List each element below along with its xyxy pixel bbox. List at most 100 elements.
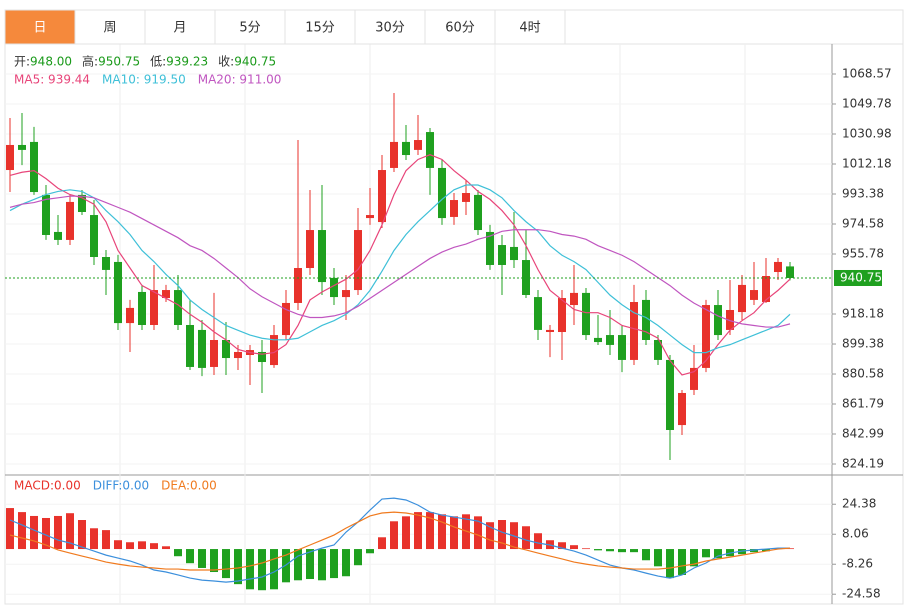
tab-label[interactable]: 30分	[375, 21, 405, 36]
macd-bar	[318, 549, 326, 581]
y-tick-label: 24.38	[842, 497, 876, 511]
tab-label[interactable]: 15分	[305, 21, 335, 36]
info-value: 940.75	[234, 55, 276, 69]
macd-bar	[186, 549, 194, 564]
macd-bar	[138, 541, 146, 550]
candle-body	[78, 194, 86, 212]
macd-bar	[150, 543, 158, 550]
candle-body	[174, 290, 182, 325]
tab[interactable]	[354, 9, 426, 45]
y-tick-label: 993.38	[842, 186, 884, 200]
macd-bar	[390, 521, 398, 550]
macd-bar	[198, 549, 206, 568]
candle-body	[678, 392, 686, 426]
candle-body	[534, 297, 542, 330]
macd-bar	[558, 542, 566, 550]
macd-bar	[306, 549, 314, 580]
candle-body	[786, 266, 794, 278]
y-tick-label: 1012.18	[842, 156, 892, 170]
y-tick-label: -24.58	[842, 587, 881, 601]
y-tick-label: -8.26	[842, 557, 873, 571]
macd-bar	[486, 522, 494, 550]
macd-bar	[54, 515, 62, 550]
candle-body	[510, 246, 518, 261]
legend-entry: DEA:0.00	[161, 479, 217, 493]
info-label: 低:	[150, 55, 166, 69]
macd-bar	[174, 549, 182, 557]
macd-bar	[222, 549, 230, 579]
candle-body	[354, 230, 362, 291]
tab[interactable]	[424, 9, 496, 45]
tab-label[interactable]: 4时	[519, 21, 540, 36]
candle-body	[426, 132, 434, 168]
candle-body	[750, 290, 758, 300]
macd-bar	[30, 515, 38, 550]
macd-bar	[246, 549, 254, 590]
tab[interactable]	[144, 9, 216, 45]
candle-body	[666, 359, 674, 431]
candle-body	[582, 292, 590, 336]
candle-body	[150, 290, 158, 325]
candle-body	[774, 261, 782, 273]
candle-body	[606, 335, 614, 345]
macd-bar	[66, 513, 74, 550]
candle-body	[438, 167, 446, 219]
macd-bar	[438, 514, 446, 550]
tab-label[interactable]: 月	[173, 21, 186, 36]
macd-bar	[762, 549, 770, 552]
y-tick-label: 824.19	[842, 457, 884, 471]
tab-label[interactable]: 周	[103, 21, 116, 36]
macd-bar	[342, 549, 350, 577]
y-tick-label: 1030.98	[842, 126, 892, 140]
candle-body	[30, 141, 38, 193]
info-value: 948.00	[30, 55, 72, 69]
y-tick-label: 1068.57	[842, 66, 892, 80]
y-tick-label: 899.38	[842, 337, 884, 351]
tab-label[interactable]: 5分	[239, 21, 260, 36]
macd-bar	[498, 520, 506, 550]
line	[9, 154, 791, 376]
candle-body	[702, 305, 710, 368]
macd-bar	[582, 548, 590, 550]
tab[interactable]	[494, 9, 566, 45]
macd-bar	[102, 530, 110, 550]
macd-bar	[642, 549, 650, 561]
line	[9, 184, 791, 354]
line	[9, 195, 791, 328]
candle-body	[162, 290, 170, 299]
macd-bar	[630, 549, 638, 553]
macd-bar	[594, 549, 602, 551]
candle-body	[630, 302, 638, 360]
tab-label[interactable]: 日	[33, 21, 46, 36]
candle-body	[450, 200, 458, 217]
candle-body	[738, 284, 746, 313]
macd-bar	[42, 517, 50, 550]
candle-body	[318, 230, 326, 283]
macd-bar	[690, 549, 698, 567]
tab-label[interactable]: 60分	[445, 21, 475, 36]
tab[interactable]	[284, 9, 356, 45]
macd-bar	[6, 508, 14, 550]
y-tick-label: 974.58	[842, 217, 884, 231]
macd-bar	[330, 549, 338, 579]
macd-bar	[606, 549, 614, 552]
y-tick-label: 842.99	[842, 427, 884, 441]
candle-body	[294, 268, 302, 303]
legend-entry: MA5: 939.44	[14, 73, 90, 87]
macd-bar	[234, 549, 242, 585]
line	[9, 497, 790, 583]
candle-body	[762, 275, 770, 303]
macd-bar	[474, 516, 482, 550]
candle-body	[486, 231, 494, 265]
info-label: 高:	[82, 54, 98, 69]
candle-body	[690, 367, 698, 390]
macd-bar	[450, 516, 458, 550]
tab[interactable]	[214, 9, 286, 45]
candle-body	[18, 144, 26, 150]
candle-body	[714, 305, 722, 336]
info-label: 开:	[14, 55, 30, 69]
candle-body	[282, 302, 290, 336]
candle-body	[462, 193, 470, 202]
macd-bar	[702, 549, 710, 558]
